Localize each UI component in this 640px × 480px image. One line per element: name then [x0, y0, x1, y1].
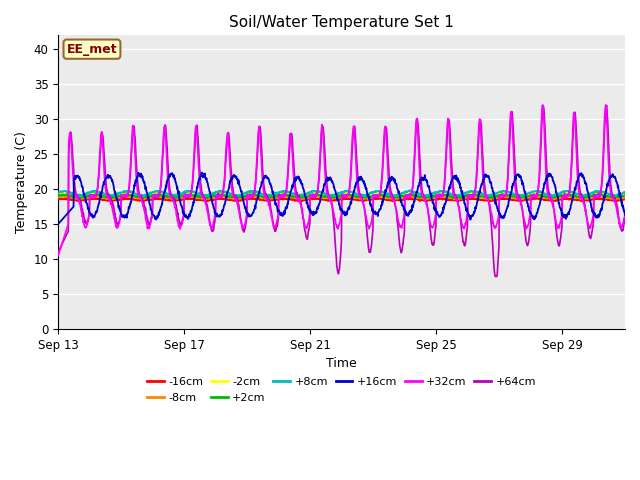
+16cm [419, 175, 427, 180]
+8cm [406, 187, 413, 193]
+16cm [54, 221, 62, 227]
Line: +8cm: +8cm [58, 190, 625, 197]
-2cm [307, 192, 315, 198]
+64cm [88, 193, 95, 199]
+2cm [514, 195, 522, 201]
-8cm [307, 194, 315, 200]
+32cm [621, 211, 629, 217]
-2cm [221, 191, 229, 196]
+32cm [54, 252, 62, 258]
Line: -16cm: -16cm [58, 198, 625, 201]
+64cm [54, 249, 62, 255]
+32cm [88, 193, 95, 199]
+64cm [356, 192, 364, 198]
-2cm [356, 193, 364, 199]
-16cm [419, 197, 427, 203]
+2cm [621, 192, 629, 198]
Text: EE_met: EE_met [67, 43, 117, 56]
+32cm [602, 102, 609, 108]
+32cm [307, 193, 314, 199]
-16cm [54, 196, 62, 202]
-16cm [88, 196, 95, 202]
-16cm [356, 197, 364, 203]
+64cm [603, 103, 611, 108]
+32cm [543, 185, 551, 191]
Y-axis label: Temperature (C): Temperature (C) [15, 131, 28, 233]
+2cm [252, 191, 259, 197]
+8cm [621, 190, 629, 196]
-8cm [544, 195, 552, 201]
+8cm [307, 190, 315, 195]
-8cm [298, 195, 305, 201]
+16cm [356, 177, 364, 183]
+32cm [298, 205, 305, 211]
+8cm [419, 192, 427, 198]
Line: +32cm: +32cm [58, 105, 625, 255]
+8cm [298, 192, 305, 198]
Line: +16cm: +16cm [58, 172, 625, 224]
+64cm [307, 192, 314, 198]
+16cm [88, 213, 95, 219]
-16cm [307, 196, 315, 202]
-2cm [621, 192, 629, 198]
-2cm [54, 192, 62, 198]
Line: +64cm: +64cm [58, 106, 625, 276]
+64cm [492, 274, 499, 279]
-16cm [544, 197, 552, 203]
+8cm [544, 192, 552, 198]
Line: +2cm: +2cm [58, 194, 625, 198]
+2cm [298, 195, 305, 201]
+2cm [356, 194, 364, 200]
-8cm [356, 195, 364, 201]
-2cm [88, 192, 95, 198]
-2cm [544, 194, 552, 200]
+8cm [88, 189, 95, 194]
+64cm [298, 203, 305, 208]
-8cm [621, 194, 629, 200]
-16cm [158, 195, 166, 201]
+64cm [621, 216, 629, 221]
+32cm [419, 192, 426, 198]
+16cm [307, 209, 315, 215]
+32cm [356, 193, 364, 199]
Legend: -16cm, -8cm, -2cm, +2cm, +8cm, +16cm, +32cm, +64cm: -16cm, -8cm, -2cm, +2cm, +8cm, +16cm, +3… [143, 372, 541, 407]
-16cm [202, 198, 209, 204]
+16cm [298, 181, 305, 187]
+2cm [544, 193, 552, 199]
-2cm [422, 195, 430, 201]
+64cm [543, 175, 551, 180]
+64cm [419, 190, 426, 195]
+16cm [198, 169, 205, 175]
-8cm [88, 194, 95, 200]
Line: -8cm: -8cm [58, 196, 625, 199]
+2cm [307, 192, 315, 198]
+8cm [234, 194, 241, 200]
X-axis label: Time: Time [326, 357, 357, 370]
-2cm [419, 193, 427, 199]
+8cm [356, 192, 364, 198]
+2cm [54, 192, 62, 198]
+16cm [543, 174, 551, 180]
+16cm [621, 212, 629, 218]
-2cm [298, 194, 305, 200]
+2cm [419, 194, 427, 200]
+8cm [54, 190, 62, 195]
-8cm [93, 193, 101, 199]
-8cm [419, 195, 427, 201]
Title: Soil/Water Temperature Set 1: Soil/Water Temperature Set 1 [229, 15, 454, 30]
-16cm [298, 198, 306, 204]
-8cm [54, 194, 62, 200]
-8cm [487, 196, 495, 202]
-16cm [621, 196, 629, 202]
+2cm [88, 192, 95, 198]
Line: -2cm: -2cm [58, 193, 625, 198]
